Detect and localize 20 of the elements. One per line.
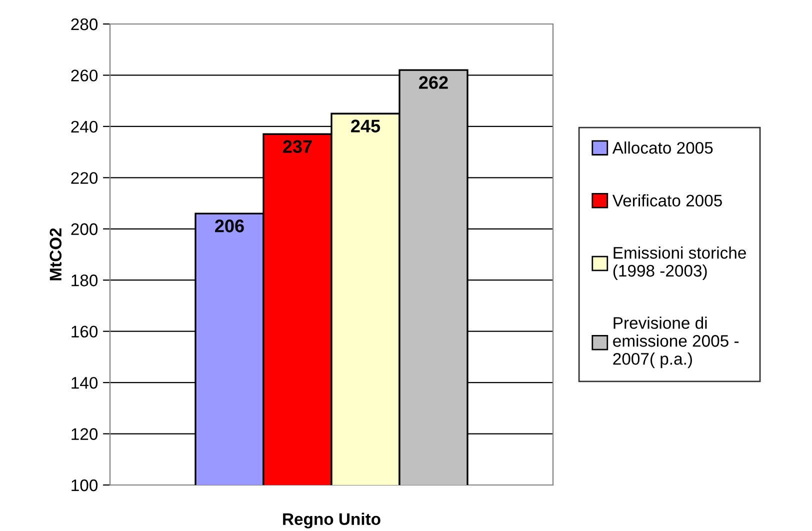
data-label: 262 (419, 76, 448, 89)
data-label: 206 (215, 220, 244, 232)
y-tick-label: 280 (71, 18, 98, 30)
legend-label: Verificato 2005 (612, 194, 722, 207)
y-tick-label: 160 (72, 326, 98, 338)
y-tick-label: 180 (72, 274, 98, 286)
data-label: 245 (351, 120, 380, 132)
data-label: 237 (283, 140, 312, 153)
y-tick-label: 140 (72, 376, 98, 389)
x-tick-label: Regno Unito (283, 512, 380, 528)
legend-label: Allocato 2005 (612, 142, 713, 154)
y-tick-label: 200 (71, 223, 98, 236)
y-tick-label: 220 (71, 172, 98, 184)
y-axis-title: MtCO2 (50, 228, 62, 280)
y-tick-label: 260 (71, 70, 98, 82)
legend-label: Emissioni storiche (1998 -2003) (613, 246, 746, 280)
y-tick-label: 240 (71, 120, 98, 133)
y-tick-label: 100 (72, 479, 98, 492)
legend-label: Previsione di emissione 2005 - 2007( p.a.) (613, 316, 739, 368)
y-tick-label: 120 (72, 428, 98, 440)
